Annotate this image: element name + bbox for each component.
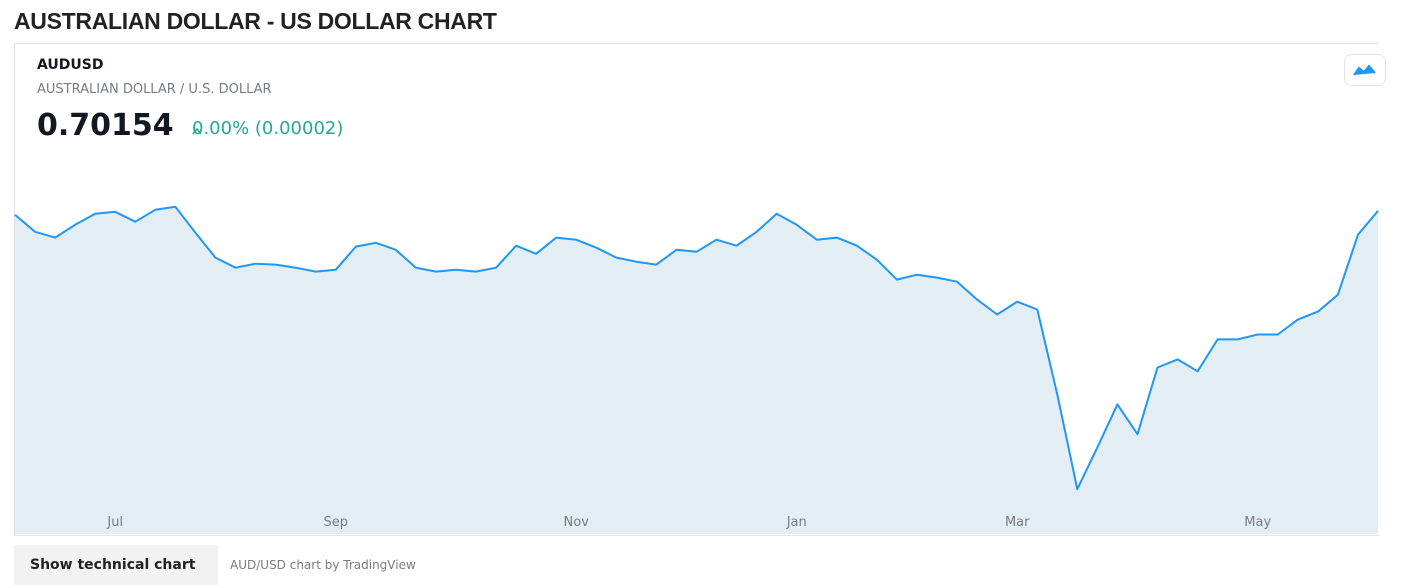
- x-tick-label: Mar: [1005, 515, 1030, 530]
- x-tick-label: Jul: [106, 515, 123, 530]
- chart-type-icon: [1353, 64, 1376, 76]
- credit[interactable]: AUD/USD chart by TradingView: [230, 558, 416, 572]
- x-tick-label: Sep: [323, 515, 348, 530]
- x-tick-label: May: [1244, 515, 1271, 530]
- price-line: [14, 205, 1379, 491]
- price: 0.70154: [37, 108, 174, 143]
- page: AUSTRALIAN DOLLAR - US DOLLAR CHART Jul S…: [14, 8, 1386, 585]
- price-change: 0.00% (0.00002): [192, 118, 344, 139]
- symbol-description: AUSTRALIAN DOLLAR / U.S. DOLLAR: [37, 82, 272, 97]
- button-label[interactable]: Show technical chart: [30, 557, 196, 573]
- chart-card: [14, 43, 1379, 536]
- x-tick-label: Jan: [786, 515, 807, 530]
- area-fill: [15, 206, 1378, 535]
- symbol[interactable]: AUDUSD: [37, 57, 104, 73]
- page-title: AUSTRALIAN DOLLAR - US DOLLAR CHART: [14, 8, 497, 34]
- x-tick-label: Nov: [564, 515, 590, 530]
- chart: Jul Sep Nov Jan Mar May: [14, 205, 1379, 535]
- chart-type-button[interactable]: [1344, 54, 1386, 86]
